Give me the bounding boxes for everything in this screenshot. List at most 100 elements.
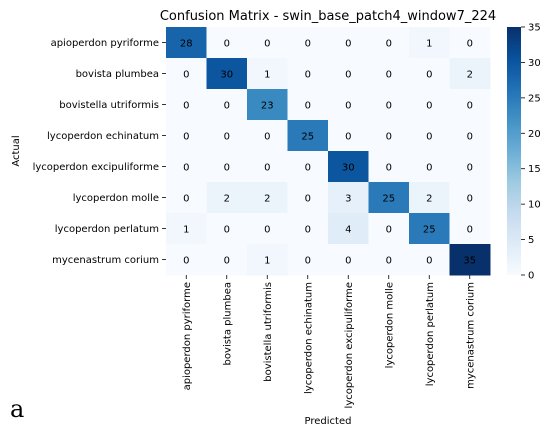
heatmap-cell: [206, 244, 248, 276]
heatmap-cell: [247, 213, 288, 245]
cell-value-label: 0: [183, 101, 189, 112]
cell-value-label: 0: [467, 132, 473, 143]
heatmap-cell: [328, 58, 369, 90]
cell-value-label: 0: [264, 163, 270, 174]
heatmap-cell: [409, 244, 450, 276]
heatmap-cell: [206, 213, 248, 245]
heatmap-cell: [409, 151, 450, 183]
cell-value-label: 25: [301, 132, 314, 143]
cell-value-label: 0: [305, 101, 311, 112]
y-axis-label: Actual: [11, 135, 22, 166]
cell-value-label: 0: [183, 194, 189, 205]
row-tick-label: bovista plumbea: [76, 69, 159, 80]
cell-value-label: 1: [426, 39, 432, 50]
heatmap-cell: [166, 120, 207, 152]
heatmap-cell: [328, 244, 369, 276]
column-labels: apioperdon pyriforme bovista plumbea bovis…: [182, 275, 476, 408]
cell-value-label: 0: [224, 132, 230, 143]
cell-value-label: 0: [264, 39, 270, 50]
heatmap-cell: [409, 182, 450, 214]
colorbar-tick-label: 20: [528, 129, 541, 140]
cell-value-label: 3: [345, 194, 351, 205]
cell-value-label: 4: [345, 225, 351, 236]
colorbar: 0 5 10 15 20 25 30 35: [507, 23, 541, 282]
heatmap-cells: 28 0 0 0 0 0 1 0 0 3 0 1 0 0 0 0 2 0 0 23 0 0 0 0 0 0 0 0 25 0 0 0 0 0 0 0 0…: [166, 27, 491, 276]
cell-value-label: 0: [386, 132, 392, 143]
heatmap-cell: [206, 89, 248, 121]
heatmap-cell: [449, 27, 491, 59]
heatmap-cell: [449, 89, 491, 121]
heatmap-cell: [328, 120, 369, 152]
cell-value-label: 0: [345, 256, 351, 267]
cell-value-label: 0: [467, 194, 473, 205]
cell-value-label: 0: [345, 132, 351, 143]
heatmap-cell: [247, 27, 288, 59]
heatmap-cell: [287, 182, 329, 214]
cell-value-label: 0: [224, 163, 230, 174]
cell-value-label: 0: [264, 132, 270, 143]
heatmap-cell: [368, 120, 410, 152]
cell-value-label: 0: [224, 101, 230, 112]
cell-value-label: 23: [261, 101, 274, 112]
cell-value-label: 0: [345, 101, 351, 112]
heatmap-cell: [287, 58, 329, 90]
heatmap-cell: [328, 27, 369, 59]
colorbar-tick-label: 15: [528, 164, 541, 175]
cell-value-label: 0: [386, 101, 392, 112]
heatmap-cell: [206, 120, 248, 152]
cell-value-label: 0: [183, 70, 189, 81]
cell-value-label: 0: [426, 163, 432, 174]
cell-value-label: 2: [426, 194, 432, 205]
cell-value-label: 0: [426, 70, 432, 81]
heatmap-cell: [409, 89, 450, 121]
cell-value-label: 0: [305, 163, 311, 174]
row-labels: apioperdon pyriforme bovista plumbea bovis…: [33, 38, 166, 266]
cell-value-label: 0: [183, 132, 189, 143]
heatmap-cell: [206, 58, 248, 90]
cell-value-label: 2: [224, 194, 230, 205]
heatmap-cell: [247, 151, 288, 183]
chart-title: Confusion Matrix - swin_base_patch4_wind…: [160, 9, 496, 24]
column-tick-label: lycoperdon echinatum: [303, 282, 314, 394]
cell-value-label: 0: [467, 39, 473, 50]
heatmap-cell: [247, 244, 288, 276]
heatmap-cell: [368, 151, 410, 183]
heatmap-cell: [449, 244, 491, 276]
row-tick-label: bovistella utriformis: [59, 100, 159, 111]
cell-value-label: 0: [305, 70, 311, 81]
cell-value-label: 35: [463, 256, 476, 267]
row-tick-label: lycoperdon molle: [73, 193, 159, 204]
heatmap-cell: [449, 58, 491, 90]
heatmap-cell: [166, 89, 207, 121]
cell-value-label: 0: [264, 225, 270, 236]
heatmap-cell: [368, 244, 410, 276]
column-tick-label: apioperdon pyriforme: [182, 282, 193, 390]
column-tick-label: lycoperdon excipuliforme: [344, 282, 355, 408]
cell-value-label: 0: [386, 163, 392, 174]
heatmap-cell: [449, 120, 491, 152]
cell-value-label: 0: [386, 70, 392, 81]
heatmap-cell: [166, 182, 207, 214]
heatmap-cell: [247, 58, 288, 90]
row-tick-label: apioperdon pyriforme: [51, 38, 159, 49]
cell-value-label: 0: [224, 256, 230, 267]
heatmap-cell: [287, 151, 329, 183]
heatmap-cell: [206, 151, 248, 183]
heatmap-cell: [328, 89, 369, 121]
column-tick-label: bovista plumbea: [222, 282, 233, 365]
row-tick-label: lycoperdon excipuliforme: [33, 162, 159, 173]
cell-value-label: 0: [305, 256, 311, 267]
heatmap-cell: [328, 151, 369, 183]
cell-value-label: 0: [386, 225, 392, 236]
row-tick-label: lycoperdon perlatum: [55, 224, 159, 235]
cell-value-label: 1: [264, 70, 270, 81]
heatmap-cell: [166, 58, 207, 90]
colorbar-tick-label: 0: [528, 271, 534, 282]
cell-value-label: 28: [180, 39, 193, 50]
heatmap-cell: [409, 58, 450, 90]
heatmap-cell: [409, 213, 450, 245]
cell-value-label: 0: [305, 39, 311, 50]
cell-value-label: 1: [183, 225, 189, 236]
cell-value-label: 0: [224, 225, 230, 236]
